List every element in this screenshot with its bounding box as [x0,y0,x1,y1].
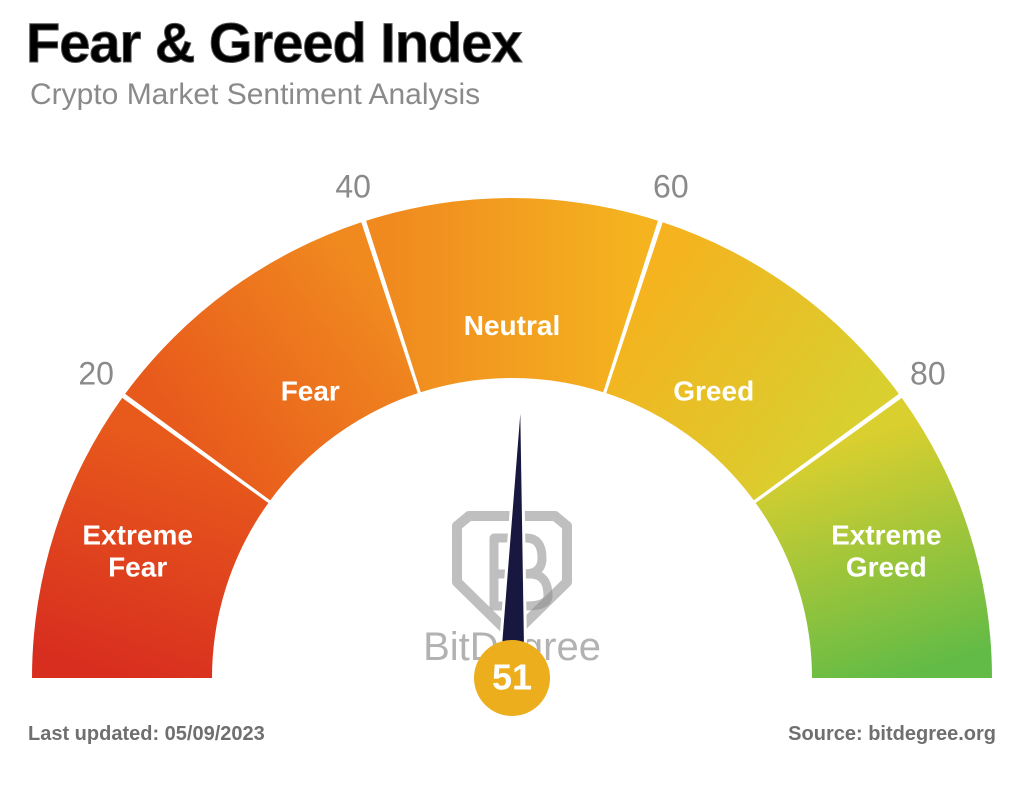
source-prefix: Source: [788,723,868,745]
gauge-segment [366,198,658,392]
gauge-needle [498,382,526,678]
gauge-segment-label: Neutral [464,310,560,341]
gauge-tick-label: 60 [653,169,689,205]
source-value: bitdegree.org [868,723,996,745]
last-updated-label: Last updated: 05/09/2023 [28,723,265,746]
gauge-tick-label: 40 [335,169,371,205]
page-subtitle: Crypto Market Sentiment Analysis [30,78,480,112]
gauge-tick-label: 80 [910,355,946,391]
gauge-container: 20406080ExtremeFearFearNeutralGreedExtre… [0,118,1024,738]
gauge-segment-label: ExtremeGreed [831,519,942,582]
last-updated-prefix: Last updated: [28,723,165,745]
gauge-chart: 20406080ExtremeFearFearNeutralGreedExtre… [0,118,1024,758]
source-label: Source: bitdegree.org [788,723,996,746]
gauge-value: 51 [492,657,532,698]
page-title: Fear & Greed Index [26,10,522,75]
last-updated-value: 05/09/2023 [165,723,265,745]
page-root: Fear & Greed Index Crypto Market Sentime… [0,0,1024,792]
gauge-segment-label: Greed [673,375,754,406]
gauge-tick-label: 20 [78,355,114,391]
gauge-segment-label: Fear [281,375,340,406]
